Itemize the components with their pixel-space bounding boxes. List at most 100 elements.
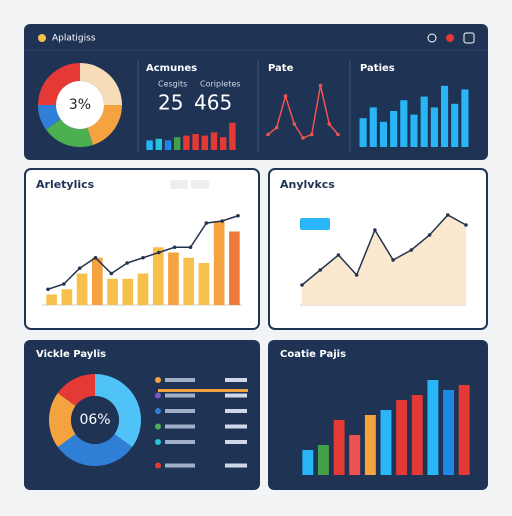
bar <box>317 445 329 475</box>
point <box>157 250 161 255</box>
donut-hole <box>71 396 119 444</box>
panel-title: Arletylics <box>36 178 95 191</box>
panel <box>268 340 488 490</box>
point <box>141 255 145 260</box>
bar <box>359 118 367 147</box>
bar <box>213 221 225 305</box>
legend-text <box>165 440 195 444</box>
point <box>391 258 395 262</box>
point <box>77 266 82 271</box>
bar <box>168 252 179 305</box>
stat-label: Coripletes <box>200 80 240 89</box>
point <box>354 273 359 277</box>
stat-number: 25 <box>158 91 183 115</box>
bar <box>46 294 57 305</box>
point <box>373 228 377 232</box>
bar <box>229 231 240 305</box>
bar <box>201 135 209 150</box>
bar <box>137 273 149 305</box>
bar <box>420 96 428 147</box>
donut-segment <box>87 105 122 145</box>
legend-dot <box>155 392 161 399</box>
icon[interactable] <box>463 32 475 44</box>
bar <box>461 89 469 147</box>
donut-segment <box>38 63 80 105</box>
legend-dot <box>155 423 161 430</box>
donut-segment <box>95 374 141 448</box>
donut-segment <box>57 434 133 466</box>
legend-text <box>165 409 195 413</box>
point <box>327 122 332 126</box>
point <box>274 125 279 130</box>
bar <box>458 385 470 475</box>
bar <box>411 395 423 475</box>
donut-segment <box>57 374 95 406</box>
area <box>302 215 466 305</box>
bar <box>302 450 314 475</box>
bar <box>410 114 418 147</box>
bar <box>91 257 103 305</box>
bar <box>400 100 408 147</box>
donut-label: 06% <box>79 412 110 428</box>
legend-value <box>225 424 247 429</box>
point <box>464 223 468 227</box>
stat-label: Cesgits <box>158 80 187 89</box>
icon[interactable] <box>446 34 454 42</box>
point <box>93 255 98 260</box>
donut-hole <box>56 81 104 129</box>
point <box>427 233 432 237</box>
button[interactable] <box>191 180 209 189</box>
donut-segment <box>49 392 76 448</box>
bar <box>229 122 236 150</box>
bar <box>364 415 376 475</box>
bar <box>451 103 459 147</box>
point <box>318 268 323 272</box>
point <box>220 219 224 223</box>
bar <box>183 135 190 150</box>
bar <box>333 420 345 475</box>
donut-segment <box>80 63 122 105</box>
legend-value <box>225 378 247 382</box>
bar <box>390 111 398 147</box>
panel-title: Anylvkcs <box>280 178 335 191</box>
point <box>445 213 450 217</box>
bar <box>152 247 164 305</box>
legend-text <box>165 424 195 429</box>
legend-dot <box>155 439 161 445</box>
panel-title: Coatie Pajis <box>280 349 346 360</box>
point <box>204 221 209 225</box>
point <box>283 94 288 98</box>
bar <box>349 435 361 475</box>
button[interactable] <box>170 180 188 189</box>
point <box>62 282 66 286</box>
panel-title: Vickle Paylis <box>36 349 106 360</box>
point <box>301 136 305 140</box>
line <box>301 214 467 286</box>
legend-dot <box>155 462 161 469</box>
point <box>318 83 323 88</box>
point <box>409 248 414 252</box>
bar <box>219 137 227 150</box>
legend-text <box>165 378 195 382</box>
bar <box>443 390 455 475</box>
bar <box>430 107 438 147</box>
bar <box>396 400 408 475</box>
icon[interactable] <box>427 33 437 43</box>
point <box>46 287 50 292</box>
point <box>336 253 341 257</box>
legend-dot <box>155 408 161 414</box>
bar <box>380 410 392 475</box>
point <box>236 213 240 218</box>
legend-value <box>225 393 247 398</box>
bar <box>369 107 377 147</box>
donut-segment <box>46 119 93 147</box>
stat-number: 465 <box>194 91 232 115</box>
bar <box>164 140 172 150</box>
legend-value <box>225 440 247 444</box>
bar <box>61 289 73 305</box>
bar <box>440 85 449 147</box>
section-title: Acmunes <box>146 63 197 74</box>
bar <box>427 380 439 475</box>
